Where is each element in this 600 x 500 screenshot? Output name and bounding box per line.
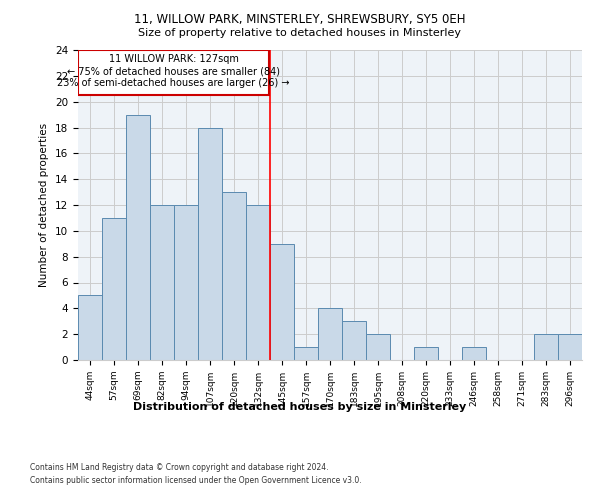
Text: Contains public sector information licensed under the Open Government Licence v3: Contains public sector information licen… bbox=[30, 476, 362, 485]
Bar bbox=[102, 218, 126, 360]
Bar bbox=[198, 128, 222, 360]
Text: 11 WILLOW PARK: 127sqm: 11 WILLOW PARK: 127sqm bbox=[109, 54, 239, 64]
Bar bbox=[414, 347, 438, 360]
Bar bbox=[246, 205, 270, 360]
Text: Size of property relative to detached houses in Minsterley: Size of property relative to detached ho… bbox=[139, 28, 461, 38]
Text: ← 75% of detached houses are smaller (84): ← 75% of detached houses are smaller (84… bbox=[67, 66, 280, 76]
Bar bbox=[150, 205, 174, 360]
Bar bbox=[78, 296, 102, 360]
Y-axis label: Number of detached properties: Number of detached properties bbox=[40, 123, 49, 287]
Bar bbox=[126, 114, 150, 360]
Bar bbox=[558, 334, 582, 360]
Bar bbox=[79, 50, 269, 95]
Bar bbox=[222, 192, 246, 360]
Text: Contains HM Land Registry data © Crown copyright and database right 2024.: Contains HM Land Registry data © Crown c… bbox=[30, 462, 329, 471]
Bar bbox=[366, 334, 390, 360]
Text: Distribution of detached houses by size in Minsterley: Distribution of detached houses by size … bbox=[133, 402, 467, 412]
Text: 11, WILLOW PARK, MINSTERLEY, SHREWSBURY, SY5 0EH: 11, WILLOW PARK, MINSTERLEY, SHREWSBURY,… bbox=[134, 12, 466, 26]
Bar bbox=[294, 347, 318, 360]
Text: 23% of semi-detached houses are larger (26) →: 23% of semi-detached houses are larger (… bbox=[58, 78, 290, 88]
Bar bbox=[318, 308, 342, 360]
Bar bbox=[534, 334, 558, 360]
Bar bbox=[174, 205, 198, 360]
Bar bbox=[462, 347, 486, 360]
Bar bbox=[270, 244, 294, 360]
Bar bbox=[342, 322, 366, 360]
